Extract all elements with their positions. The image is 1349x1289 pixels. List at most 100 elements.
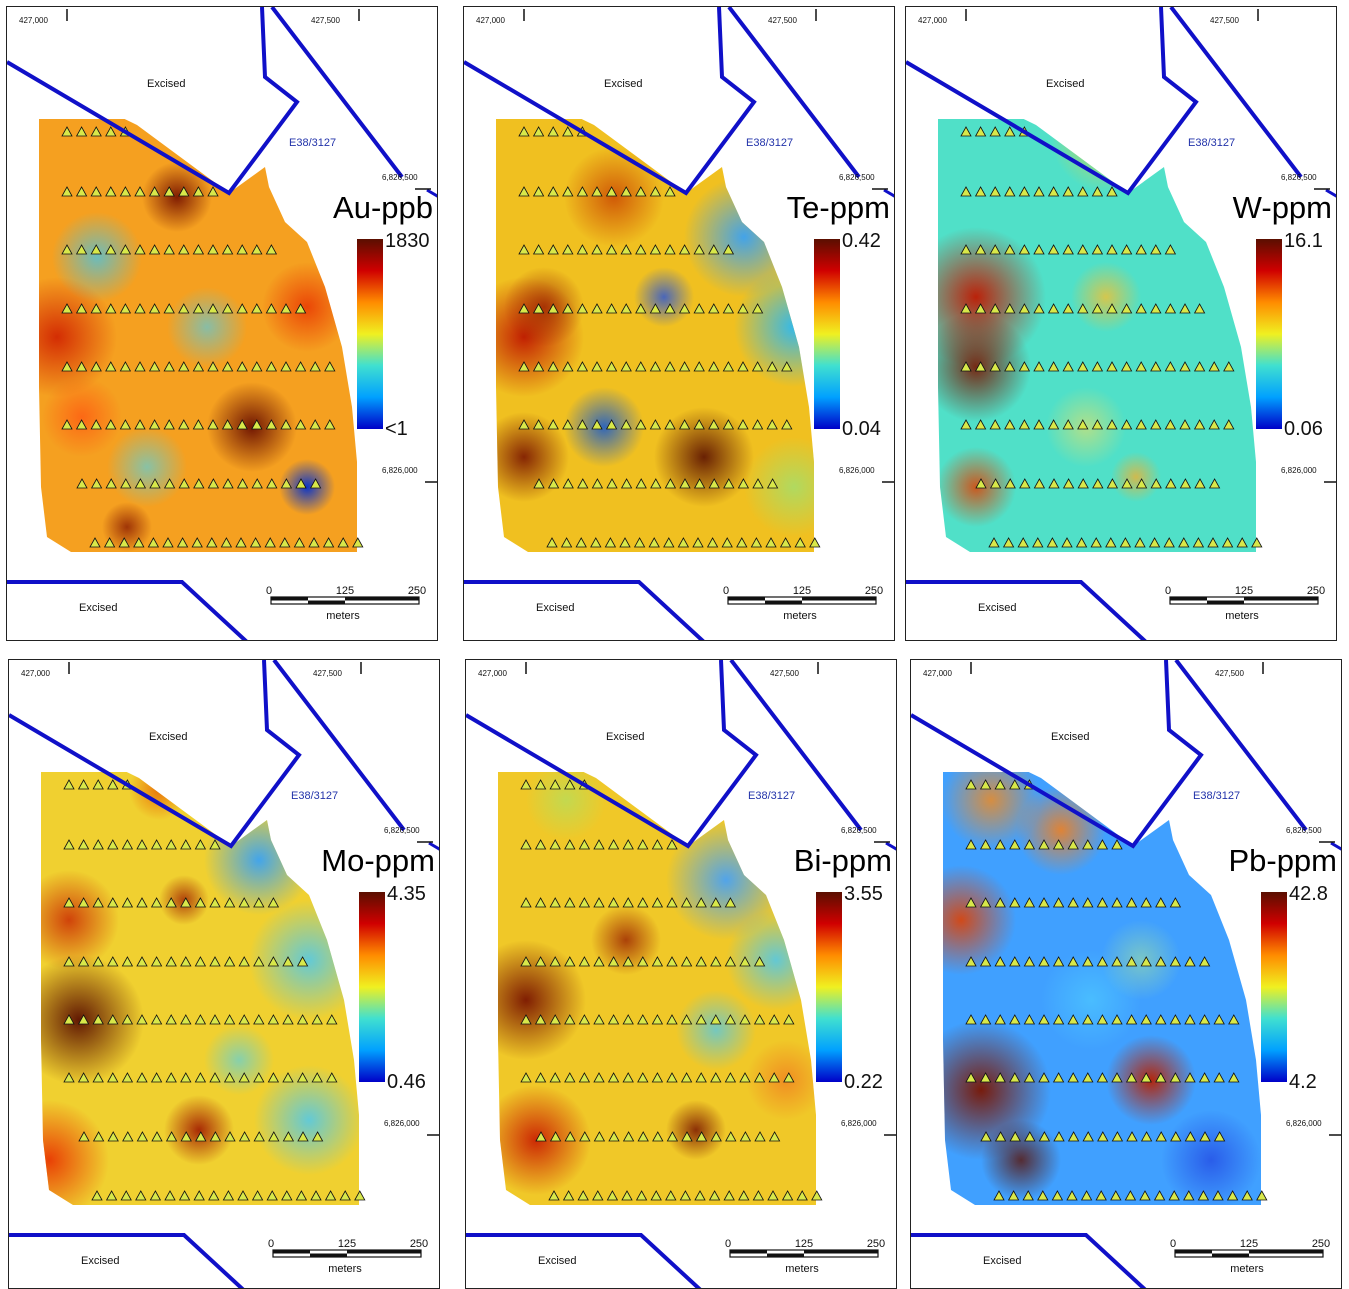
sample-marker [605, 419, 618, 430]
scale-bar: 0 125 250 meters [1165, 585, 1325, 622]
scale-bar: 0 125 250 meters [725, 1238, 885, 1275]
sample-marker [989, 478, 1002, 489]
sample-marker [766, 361, 778, 372]
excised-label-south: Excised [79, 602, 118, 614]
sample-marker [1241, 1190, 1253, 1201]
sample-marker [960, 126, 972, 137]
sample-marker [1009, 839, 1021, 850]
sample-marker [1140, 1014, 1152, 1025]
sample-marker [677, 537, 690, 548]
sample-marker [1106, 419, 1118, 430]
sample-marker [296, 1014, 309, 1025]
sample-marker [209, 1072, 221, 1083]
sample-marker [1090, 537, 1102, 548]
sample-marker [518, 419, 530, 430]
excised-label-north: Excised [1051, 731, 1090, 743]
sample-marker [1033, 419, 1045, 430]
northing-label-top: 6,826,500 [1281, 173, 1317, 182]
sample-marker [989, 361, 1001, 372]
legend-max-value: 42.8 [1289, 883, 1328, 905]
sample-marker [237, 1190, 249, 1201]
sample-marker [119, 419, 132, 430]
sample-marker [1135, 478, 1148, 489]
sample-marker [61, 186, 73, 197]
sample-marker [604, 537, 617, 548]
sample-marker [221, 419, 234, 430]
sample-marker [1009, 956, 1021, 967]
sample-marker [326, 1072, 338, 1083]
sample-marker [1184, 1014, 1196, 1025]
sample-marker [1226, 1190, 1239, 1201]
sample-marker [1082, 839, 1094, 850]
sample-marker [1111, 1072, 1123, 1083]
sample-marker [607, 839, 620, 850]
sample-marker [1125, 1072, 1138, 1083]
sample-marker [311, 1072, 323, 1083]
sample-marker [993, 1190, 1005, 1201]
map-panel-bi: 427,000 427,500 6,826,500 6,826,000 Excised E… [465, 659, 897, 1289]
sample-marker [666, 956, 678, 967]
sample-marker [207, 186, 219, 197]
sample-marker [1018, 186, 1031, 197]
sample-marker [518, 244, 530, 255]
sample-marker [92, 956, 104, 967]
sample-marker [695, 1131, 708, 1142]
sample-marker [294, 419, 307, 430]
sample-marker [622, 956, 634, 967]
northing-label-top: 6,826,500 [382, 173, 418, 182]
sample-marker [1208, 419, 1220, 430]
sample-marker [148, 303, 161, 314]
sample-marker [549, 1014, 561, 1025]
sample-marker [765, 537, 777, 548]
sample-marker [562, 1190, 575, 1201]
sample-marker [809, 537, 821, 548]
sample-marker [1033, 244, 1045, 255]
sample-marker [650, 478, 662, 489]
sample-marker [1148, 537, 1161, 548]
sample-marker [223, 956, 236, 967]
easting-label-right: 427,500 [1210, 16, 1239, 25]
sample-marker [1082, 1014, 1094, 1025]
sample-marker [265, 361, 278, 372]
sample-marker [92, 839, 104, 850]
sample-marker [253, 1131, 265, 1142]
sample-marker [150, 897, 163, 908]
sample-marker [1164, 419, 1177, 430]
excised-boundary-south [911, 1233, 1147, 1288]
excised-label-south: Excised [983, 1255, 1022, 1267]
sample-marker [311, 1014, 323, 1025]
sample-marker [63, 897, 75, 908]
sample-marker [63, 1072, 75, 1083]
sample-marker [649, 303, 662, 314]
sample-marker [1047, 186, 1060, 197]
sample-marker [695, 956, 707, 967]
sample-marker [1033, 186, 1045, 197]
sample-marker [1067, 1014, 1079, 1025]
sample-marker [547, 419, 559, 430]
scale-tick-250: 250 [865, 585, 883, 597]
sample-marker [63, 1014, 75, 1025]
sample-marker [75, 186, 88, 197]
sample-marker [753, 1072, 766, 1083]
sample-marker [222, 1190, 235, 1201]
sample-marker [549, 897, 561, 908]
sample-marker [693, 361, 705, 372]
sample-marker [1009, 897, 1021, 908]
sample-marker [1221, 537, 1234, 548]
easting-label-left: 427,000 [923, 669, 952, 678]
sample-marker [606, 478, 618, 489]
tenement-label: E38/3127 [746, 137, 793, 149]
sample-marker [664, 361, 676, 372]
sample-marker [635, 244, 647, 255]
sample-marker [194, 1072, 207, 1083]
sample-marker [280, 361, 292, 372]
tenement-boundary [729, 660, 863, 832]
sample-marker [974, 244, 987, 255]
sample-marker [549, 779, 561, 790]
sample-marker [163, 478, 176, 489]
easting-label-left: 427,000 [918, 16, 947, 25]
sample-marker [136, 956, 148, 967]
scale-unit-label: meters [783, 610, 817, 622]
sample-marker [1047, 244, 1060, 255]
sample-marker [1062, 478, 1075, 489]
